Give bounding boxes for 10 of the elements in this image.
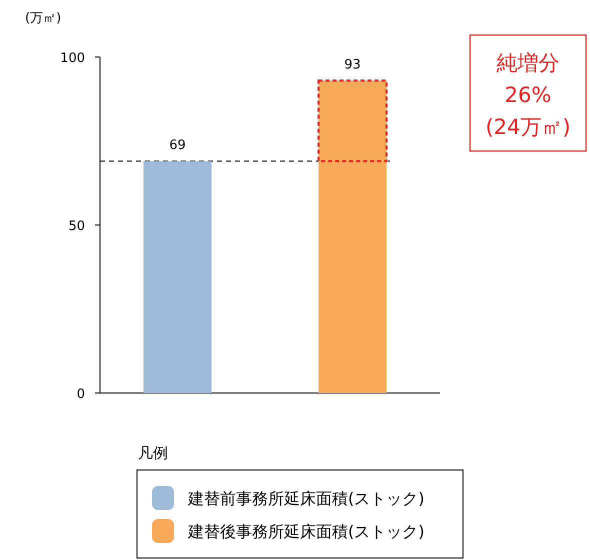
y-tick-label: 50: [68, 219, 85, 234]
y-axis-title: (万㎡): [25, 11, 62, 26]
legend-label: 建替後事務所延床面積(ストック): [187, 522, 424, 541]
data-label: 69: [169, 138, 186, 154]
y-tick-label: 100: [60, 51, 85, 66]
data-label: 93: [344, 58, 361, 73]
legend-title: 凡例: [138, 444, 168, 462]
annotation-box: 純増分 26% (24万㎡): [469, 34, 587, 152]
y-tick-label: 0: [76, 387, 85, 402]
legend-label: 建替前事務所延床面積(ストック): [187, 489, 424, 508]
